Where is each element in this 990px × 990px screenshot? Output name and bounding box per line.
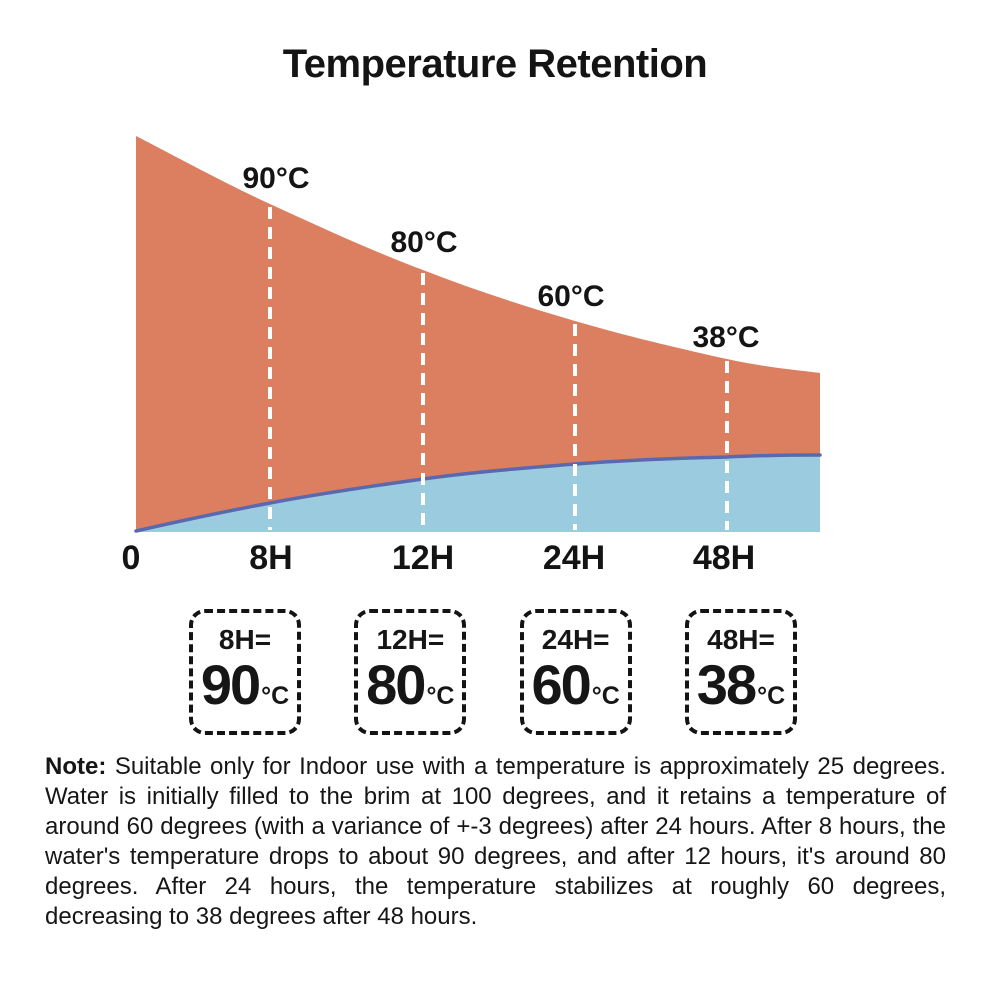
callout-label: 48H=: [707, 624, 775, 655]
water-area: [136, 455, 820, 532]
callout-value-number: 60: [531, 653, 591, 716]
callout-box-8h: 8H= 90°C: [189, 609, 301, 735]
callout-value: 80°C: [366, 657, 454, 713]
point-label-60c: 60°C: [537, 280, 604, 313]
callout-value: 38°C: [697, 657, 785, 713]
point-label-38c: 38°C: [692, 321, 759, 354]
callout-value-number: 38: [696, 653, 757, 716]
callout-value: 60°C: [531, 657, 619, 713]
point-label-90c: 90°C: [242, 162, 309, 195]
callout-label: 8H=: [218, 624, 272, 655]
axis-tick-48h: 48H: [693, 539, 755, 577]
axis-tick-12h: 12H: [392, 539, 454, 577]
water-edge-line: [134, 453, 822, 533]
callout-row: 8H= 90°C 12H= 80°C 24H= 60°C 48H= 38°C: [189, 609, 797, 735]
callout-value-unit: °C: [261, 682, 290, 710]
callout-value-unit: °C: [757, 682, 786, 710]
callout-box-24h: 24H= 60°C: [519, 609, 632, 735]
callout-box-12h: 12H= 80°C: [354, 609, 467, 735]
axis-tick-24h: 24H: [543, 539, 605, 577]
point-label-80c: 80°C: [390, 226, 457, 259]
axis-tick-8h: 8H: [249, 539, 292, 577]
callout-value: 90°C: [201, 657, 289, 713]
callout-value-number: 80: [366, 653, 426, 716]
note-label: Note:: [45, 753, 107, 780]
callout-label: 24H=: [541, 624, 610, 655]
chart-area: 90°C 80°C 60°C 38°C 0 8H 12H 24H 48H: [122, 136, 822, 577]
callout-value-unit: °C: [426, 682, 455, 710]
axis-tick-0: 0: [122, 539, 141, 577]
note-body: Suitable only for Indoor use with a temp…: [45, 753, 946, 930]
callout-value-unit: °C: [591, 682, 620, 710]
note-text: Note: Suitable only for Indoor use with …: [45, 752, 946, 932]
callout-label: 12H=: [376, 624, 445, 655]
callout-value-number: 90: [200, 653, 261, 716]
temperature-area: [136, 136, 820, 532]
page-title: Temperature Retention: [282, 42, 708, 86]
callout-box-48h: 48H= 38°C: [684, 609, 797, 735]
